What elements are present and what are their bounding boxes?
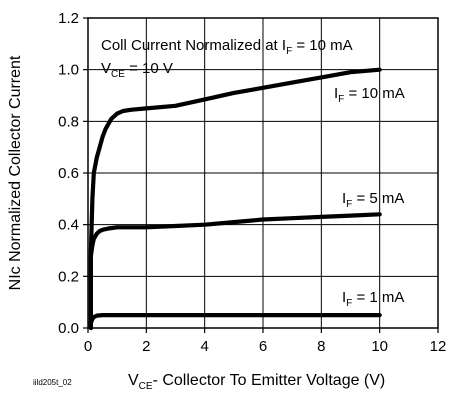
x-tick-label: 10 xyxy=(371,338,388,355)
series-label-10ma-sub: F xyxy=(338,94,344,105)
figure-id: iild205t_02 xyxy=(33,378,72,387)
vce-annotation-rest: = 10 V xyxy=(125,60,173,77)
x-tick-label: 0 xyxy=(84,338,92,355)
y-axis-title: NIc Normalized Collector Current xyxy=(7,55,24,290)
series-label-1ma: IF = 1 mA xyxy=(342,289,404,309)
curve-if-1ma xyxy=(88,313,382,331)
y-tick-label: 0.4 xyxy=(58,217,79,234)
series-label-10ma-main: I xyxy=(334,85,338,102)
grid-lines xyxy=(88,18,438,328)
tick-marks xyxy=(83,17,439,333)
series-label-5ma: IF = 5 mA xyxy=(342,190,404,210)
x-tick-label: 8 xyxy=(317,338,325,355)
series-label-10ma: IF = 10 mA xyxy=(334,85,405,105)
y-tick-label: 1.0 xyxy=(58,62,79,79)
y-tick-label: 0.2 xyxy=(58,268,79,285)
series-label-1ma-rest: = 1 mA xyxy=(352,289,404,306)
vce-annotation-main: V xyxy=(101,60,111,77)
series-label-1ma-sub: F xyxy=(346,298,352,309)
y-tick-label: 0.6 xyxy=(58,165,79,182)
x-tick-label: 12 xyxy=(430,338,447,355)
curve-if-5ma xyxy=(88,212,382,331)
x-tick-label: 6 xyxy=(259,338,267,355)
x-axis-title-sub: CE xyxy=(139,381,153,392)
x-tick-label: 4 xyxy=(200,338,208,355)
series-label-1ma-main: I xyxy=(342,289,346,306)
x-axis-title-rest: - Collector To Emitter Voltage (V) xyxy=(153,372,386,389)
y-tick-label: 1.2 xyxy=(58,10,79,27)
y-tick-label: 0.0 xyxy=(58,320,79,337)
x-tick-label: 2 xyxy=(142,338,150,355)
header-annotation-main: Coll Current Normalized at I xyxy=(101,37,286,54)
vce-annotation-sub: CE xyxy=(111,69,125,80)
series-label-5ma-sub: F xyxy=(346,199,352,210)
series-label-10ma-rest: = 10 mA xyxy=(344,85,404,102)
vce-annotation: VCE = 10 V xyxy=(101,60,173,80)
x-axis-title: VCE- Collector To Emitter Voltage (V) xyxy=(128,372,385,392)
series-label-5ma-main: I xyxy=(342,190,346,207)
header-annotation-rest: = 10 mA xyxy=(292,37,352,54)
curve-if-10ma xyxy=(88,67,382,331)
curve-group xyxy=(88,67,382,331)
header-annotation: Coll Current Normalized at IF = 10 mA xyxy=(101,37,353,57)
tick-labels: 0 2 4 6 8 10 12 0.0 0.2 0.4 0.6 0.8 1.0 1.2 xyxy=(58,10,446,355)
series-label-5ma-rest: = 5 mA xyxy=(352,190,404,207)
x-axis-title-main: V xyxy=(128,372,139,389)
y-tick-label: 0.8 xyxy=(58,113,79,130)
header-annotation-sub: F xyxy=(286,46,292,57)
